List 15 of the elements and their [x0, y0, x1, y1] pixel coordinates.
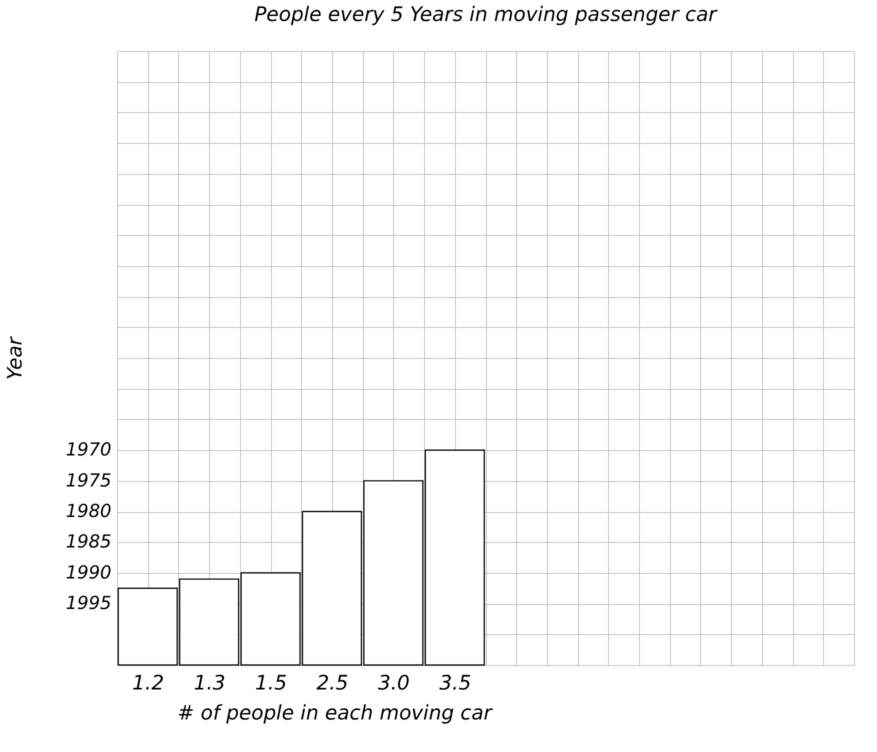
y-tick-label: 1995 [66, 593, 112, 614]
x-tick-label: 1.3 [194, 670, 226, 694]
y-tick-label: 1975 [66, 470, 112, 492]
y-tick-label: 1970 [66, 440, 112, 461]
x-tick-label: 2.5 [316, 670, 348, 694]
x-axis-title: # of people in each moving car [178, 700, 494, 724]
chart-title: People every 5 Years in moving passenger car [254, 2, 718, 26]
y-tick-label: 1980 [66, 501, 112, 522]
x-tick-label: 3.0 [378, 670, 410, 694]
y-tick-label: 1990 [66, 562, 112, 584]
x-tick-label: 1.2 [132, 670, 164, 694]
y-tick-label: 1985 [66, 532, 112, 553]
x-tick-label: 3.5 [439, 670, 472, 694]
y-axis-title: Year [2, 335, 27, 380]
x-tick-label: 1.5 [255, 670, 287, 694]
